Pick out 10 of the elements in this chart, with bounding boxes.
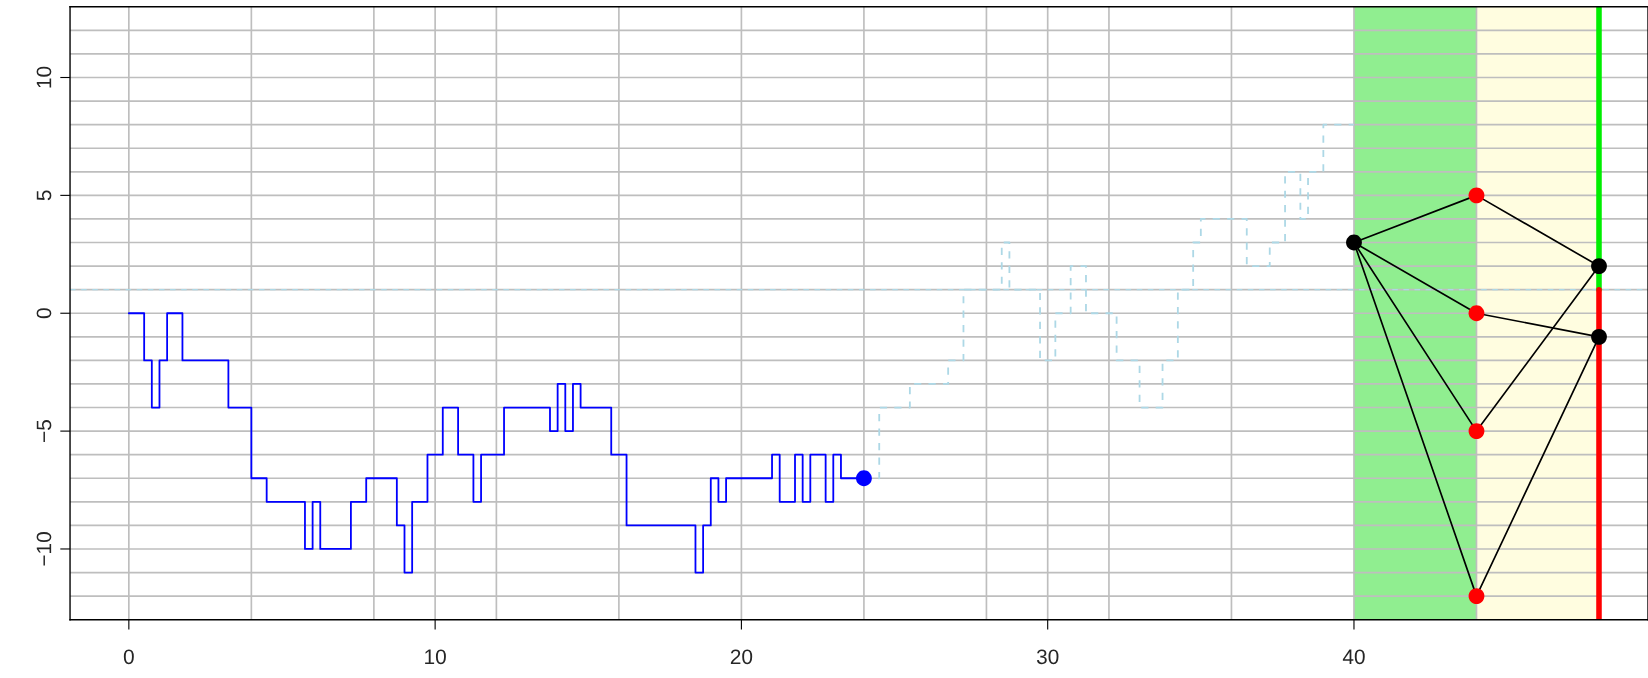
y-tick-label: 10 [36, 66, 52, 88]
x-tick-label: 40 [1342, 649, 1365, 665]
y-tick-label: −10 [36, 532, 52, 566]
y-tick-label: 0 [36, 308, 52, 319]
x-tick-label: 30 [1036, 649, 1059, 665]
x-tick-label: 10 [425, 649, 446, 665]
x-tick-label: 0 [123, 649, 134, 665]
x-tick-label: 20 [730, 649, 753, 665]
y-tick-label: 5 [36, 190, 52, 201]
y-tick-label: −5 [36, 420, 52, 442]
